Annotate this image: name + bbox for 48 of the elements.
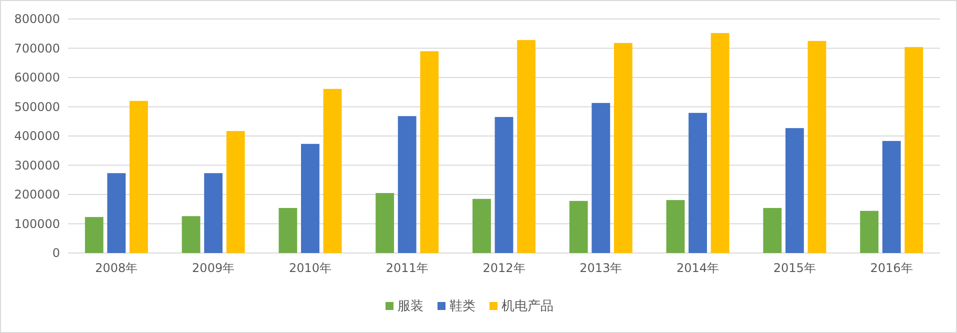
bar (569, 200, 588, 253)
y-tick-label: 800000 (14, 12, 60, 26)
bar (301, 144, 320, 253)
bar (860, 210, 878, 253)
bar (666, 200, 685, 253)
bar (710, 33, 730, 253)
bar (785, 128, 804, 253)
bar (472, 198, 491, 253)
bar (376, 193, 394, 253)
bar (226, 131, 245, 253)
bar (204, 173, 223, 253)
bar (84, 217, 104, 253)
y-tick-label: 500000 (14, 100, 60, 114)
y-tick-label: 400000 (14, 129, 60, 144)
bar (808, 40, 826, 253)
x-tick-label: 2012年 (482, 261, 526, 275)
bar (763, 208, 782, 253)
legend-label: 服装 (398, 299, 424, 314)
bar (494, 116, 514, 253)
bar (130, 100, 148, 253)
legend-label: 机电产品 (502, 299, 554, 314)
legend-label: 鞋类 (450, 299, 476, 314)
x-tick-label: 2009年 (192, 261, 235, 275)
x-tick-label: 2008年 (95, 261, 138, 275)
x-tick-label: 2010年 (288, 261, 332, 275)
y-tick-label: 300000 (14, 158, 60, 172)
bar (278, 208, 298, 253)
bar (420, 51, 439, 253)
bar (688, 112, 707, 253)
bar (323, 88, 342, 253)
x-tick-label: 2016年 (870, 261, 913, 275)
y-tick-label: 0 (52, 246, 60, 260)
bar (904, 47, 924, 253)
bar (592, 102, 610, 253)
bar (517, 40, 536, 253)
x-tick-label: 2011年 (386, 261, 428, 275)
y-tick-label: 100000 (14, 216, 60, 231)
bar (107, 173, 126, 253)
bar (614, 42, 632, 253)
bar (182, 216, 200, 253)
x-tick-label: 2013年 (580, 261, 622, 275)
bar (882, 140, 901, 253)
y-tick-label: 600000 (14, 70, 60, 85)
x-tick-label: 2014年 (676, 261, 720, 275)
x-tick-label: 2015年 (773, 261, 816, 275)
y-tick-label: 700000 (14, 41, 60, 56)
bar (398, 116, 416, 253)
y-tick-label: 200000 (14, 188, 60, 202)
